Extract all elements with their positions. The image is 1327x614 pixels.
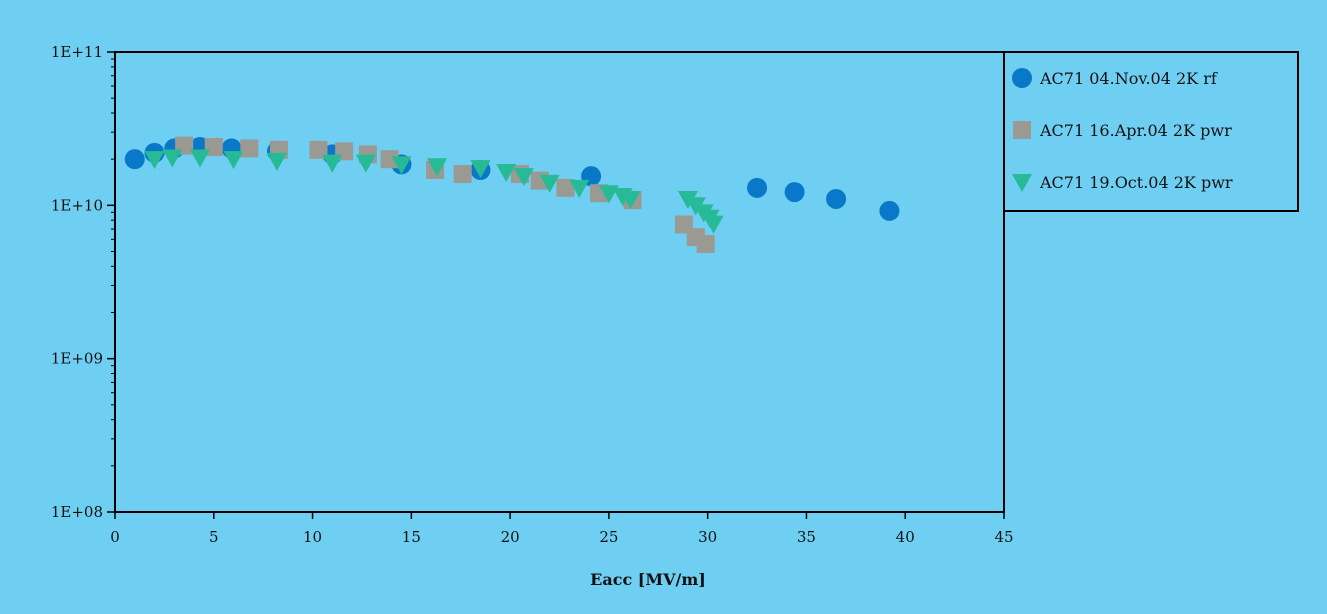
- x-axis-ticks: 0 5 10 15 20 25 30 35 40 45: [110, 512, 1014, 546]
- x-tick-label: 0: [110, 528, 120, 546]
- x-tick-label: 10: [303, 528, 322, 546]
- y-tick-label: 1E+08: [51, 503, 103, 521]
- y-tick-label: 1E+09: [51, 350, 103, 368]
- data-point-series-1: [879, 200, 900, 221]
- data-point-series-3: [223, 151, 244, 170]
- legend: AC71 04.Nov.04 2K rf AC71 16.Apr.04 2K pw…: [1003, 51, 1299, 212]
- data-point-series-3: [322, 154, 343, 173]
- data-point-series-3: [470, 160, 491, 179]
- y-tick-label: 1E+10: [51, 196, 103, 214]
- x-tick-label: 25: [599, 528, 618, 546]
- data-point-series-3: [189, 149, 210, 168]
- y-axis-ticks: 1E+08 1E+09 1E+10 1E+11: [51, 43, 115, 521]
- x-axis-title: Eacc [MV/m]: [590, 570, 706, 589]
- data-point-series-2: [453, 165, 472, 184]
- data-point-series-3: [620, 190, 641, 209]
- legend-label-1: AC71 04.Nov.04 2K rf: [1039, 69, 1218, 88]
- y-axis-minor-ticks: [111, 58, 115, 467]
- legend-frame: [1003, 51, 1299, 212]
- data-point-series-2: [240, 139, 259, 158]
- legend-marker-2: [1013, 121, 1031, 139]
- data-point-series-3: [427, 158, 448, 177]
- x-tick-label: 15: [402, 528, 421, 546]
- data-point-series-1: [747, 177, 768, 198]
- data-marks: [124, 136, 900, 253]
- data-point-series-3: [703, 215, 724, 234]
- data-point-series-2: [696, 234, 715, 253]
- data-point-series-2: [380, 150, 399, 169]
- data-point-series-2: [556, 178, 575, 197]
- data-point-series-3: [496, 163, 517, 182]
- plot-frame: [114, 51, 1005, 513]
- data-point-series-3: [539, 174, 560, 193]
- y-tick-label: 1E+11: [51, 43, 103, 61]
- data-point-series-2: [309, 140, 328, 159]
- legend-marker-3: [1012, 174, 1032, 192]
- data-point-series-3: [266, 152, 287, 171]
- data-point-series-3: [569, 179, 590, 198]
- data-point-series-1: [124, 149, 145, 170]
- x-tick-label: 30: [698, 528, 717, 546]
- data-point-series-1: [826, 188, 847, 209]
- data-point-series-3: [162, 149, 183, 168]
- data-point-series-1: [784, 182, 805, 203]
- x-tick-label: 35: [797, 528, 816, 546]
- data-point-series-3: [513, 168, 534, 187]
- legend-marker-1: [1012, 68, 1032, 88]
- x-tick-label: 45: [994, 528, 1013, 546]
- x-tick-label: 5: [209, 528, 219, 546]
- data-point-series-3: [391, 156, 412, 175]
- x-tick-label: 20: [501, 528, 520, 546]
- data-point-series-3: [355, 154, 376, 173]
- data-point-series-3: [144, 151, 165, 170]
- legend-label-3: AC71 19.Oct.04 2K pwr: [1039, 173, 1233, 192]
- data-point-series-2: [204, 138, 223, 157]
- x-tick-label: 40: [896, 528, 915, 546]
- legend-label-2: AC71 16.Apr.04 2K pwr: [1039, 121, 1232, 140]
